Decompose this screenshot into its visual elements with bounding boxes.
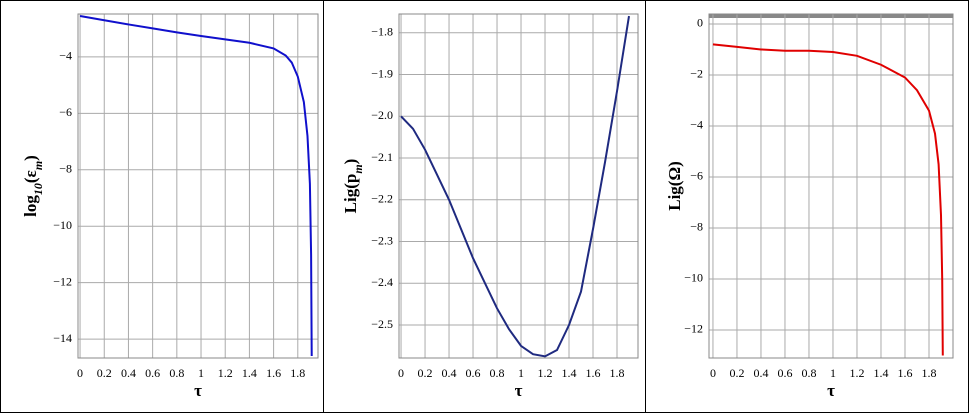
x-tick-label: 1.8 <box>290 366 305 380</box>
y-axis-label: log10(εm) <box>21 155 45 217</box>
y-tick-label: −2 <box>690 67 703 81</box>
x-tick-label: 1.6 <box>266 366 281 380</box>
y-tick-label: 0 <box>697 16 703 30</box>
x-tick-label: 1.4 <box>562 366 577 380</box>
y-tick-label: −2.0 <box>371 108 393 122</box>
x-tick-label: 0.6 <box>777 366 792 380</box>
x-tick-label: 0 <box>398 366 404 380</box>
y-axis-label-part: m <box>351 164 365 173</box>
y-tick-label: −12 <box>53 274 72 288</box>
x-tick-label: 0.8 <box>490 366 505 380</box>
y-axis-label-part: log <box>21 195 40 217</box>
x-axis-label: τ <box>827 381 835 400</box>
x-axis-label: τ <box>515 381 523 400</box>
y-tick-label: −2.4 <box>371 275 393 289</box>
x-tick-label: 0 <box>77 366 83 380</box>
x-tick-label: 1 <box>198 366 204 380</box>
y-tick-label: −2.2 <box>371 192 393 206</box>
x-tick-label: 0.8 <box>801 366 816 380</box>
y-axis-label-part: Lig(Ω) <box>665 161 684 211</box>
y-tick-label: −2.1 <box>371 150 393 164</box>
data-line <box>400 15 630 358</box>
y-tick-label: −6 <box>690 169 703 183</box>
y-axis-label-part: m <box>31 161 45 170</box>
x-tick-label: 1.2 <box>849 366 864 380</box>
x-tick-label: 1 <box>830 366 836 380</box>
x-tick-label: 0.4 <box>442 366 457 380</box>
y-axis-label: Lig(pm) <box>341 159 365 214</box>
x-tick-label: 1.6 <box>897 366 912 380</box>
x-tick-label: 1.2 <box>538 366 553 380</box>
y-tick-label: −8 <box>59 162 72 176</box>
y-axis-label-part: (ε <box>21 170 40 183</box>
y-axis-label-part: ) <box>341 159 360 165</box>
x-tick-label: 0.6 <box>145 366 160 380</box>
data-line <box>79 14 313 357</box>
x-tick-label: 1.2 <box>218 366 233 380</box>
x-tick-label: 0.2 <box>418 366 433 380</box>
x-tick-label: 1 <box>518 366 524 380</box>
x-tick-label: 0 <box>710 366 716 380</box>
y-axis-label-part: ) <box>21 155 40 161</box>
x-tick-label: 1.8 <box>921 366 936 380</box>
x-axis-label: τ <box>194 381 202 400</box>
x-tick-label: 0.2 <box>97 366 112 380</box>
x-tick-label: 1.4 <box>242 366 257 380</box>
y-axis-label-part: 10 <box>31 183 45 195</box>
x-tick-label: 1.6 <box>586 366 601 380</box>
x-tick-label: 1.8 <box>610 366 625 380</box>
x-tick-label: 0.2 <box>729 366 744 380</box>
y-tick-label: −4 <box>59 49 72 63</box>
y-tick-label: −10 <box>684 271 703 285</box>
y-tick-label: −4 <box>690 118 703 132</box>
y-tick-label: −1.8 <box>371 25 393 39</box>
data-line <box>712 43 944 356</box>
plot-frame <box>708 13 954 359</box>
x-tick-label: 0.4 <box>121 366 136 380</box>
y-tick-label: −2.5 <box>371 317 393 331</box>
y-tick-label: −8 <box>690 220 703 234</box>
plot-frame <box>77 13 319 359</box>
x-tick-label: 0.6 <box>466 366 481 380</box>
plot-frame <box>398 13 639 359</box>
y-tick-label: −2.3 <box>371 233 393 247</box>
x-tick-label: 0.4 <box>753 366 768 380</box>
x-tick-label: 0.8 <box>169 366 184 380</box>
y-tick-label: −14 <box>53 331 72 345</box>
y-tick-label: −1.9 <box>371 66 393 80</box>
y-tick-label: −10 <box>53 218 72 232</box>
y-tick-label: −12 <box>684 322 703 336</box>
y-axis-label: Lig(Ω) <box>665 161 684 211</box>
x-tick-label: 1.4 <box>873 366 888 380</box>
y-tick-label: −6 <box>59 105 72 119</box>
y-axis-label-part: Lig(p <box>341 174 360 214</box>
